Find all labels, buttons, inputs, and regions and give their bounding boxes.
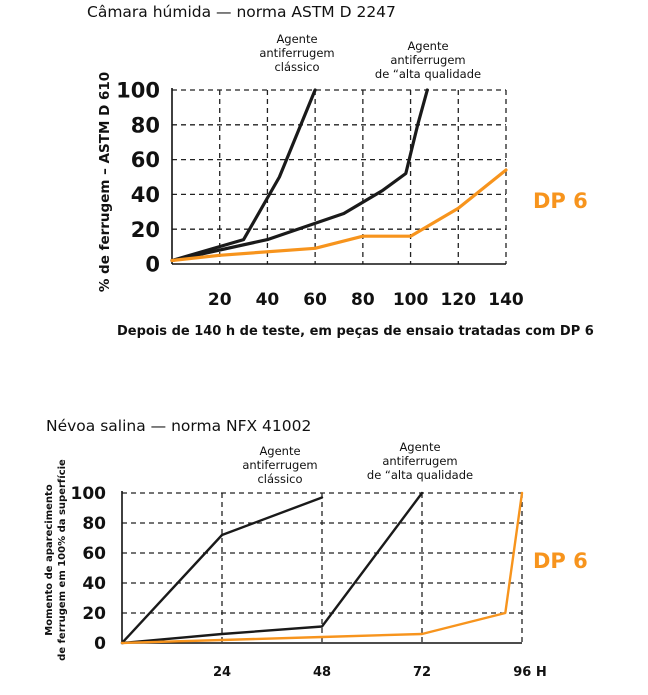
chart1-y-tick-labels: 100 80 60 40 20 0 — [116, 79, 160, 277]
c2-x-tick-96: 96 H — [513, 665, 547, 680]
c2-series-label-line-0-2: clássico — [257, 472, 302, 486]
c2-series-label-line-1-1: antiferrugem — [382, 454, 457, 468]
c1-series-label-line-0-0: Agente — [276, 32, 317, 46]
c1-y-tick-80: 80 — [131, 113, 160, 137]
c1-x-tick-120: 120 — [441, 290, 477, 310]
c2-x-tick-24: 24 — [213, 665, 231, 680]
c1-x-tick-80: 80 — [351, 290, 375, 310]
chart1-axes — [171, 88, 506, 265]
chart2-x-tick-labels: 24 48 72 96 H — [213, 665, 547, 680]
c1-x-tick-40: 40 — [256, 290, 280, 310]
c1-series-label-line-0-2: clássico — [274, 60, 319, 74]
c1-series-label-line-1-2: de “alta qualidade — [375, 67, 481, 81]
chart1-series — [170, 88, 508, 263]
chart1-series-label-dp6: DP 6 — [533, 189, 588, 213]
c2-y-tick-20: 20 — [82, 604, 106, 624]
c1-y-tick-40: 40 — [131, 183, 160, 207]
c1-x-tick-20: 20 — [208, 290, 232, 310]
c1-y-tick-0: 0 — [145, 253, 160, 277]
c2-y-tick-80: 80 — [82, 514, 106, 534]
c2-series-label-line-1-2: de “alta qualidade — [367, 468, 473, 482]
c2-series-line-2 — [120, 491, 524, 645]
chart2-series — [120, 491, 524, 645]
c1-series-label-line-0-1: antiferrugem — [259, 46, 334, 60]
c2-y-tick-0: 0 — [94, 634, 106, 654]
c1-series-label-line-1-1: antiferrugem — [390, 53, 465, 67]
c2-x-tick-72: 72 — [413, 665, 431, 680]
chart1-footnote: Depois de 140 h de teste, em peças de en… — [117, 324, 594, 339]
c1-x-tick-140: 140 — [488, 290, 524, 310]
c2-series-label-line-0-1: antiferrugem — [242, 458, 317, 472]
c2-series-label-line-1-0: Agente — [399, 440, 440, 454]
chart1-x-tick-labels: 20 40 60 80 100 120 140 — [208, 290, 524, 310]
chart1-y-axis-label: % de ferrugem – ASTM D 610 — [97, 72, 113, 292]
chart2-series-label-dp6: DP 6 — [533, 549, 588, 573]
chart2-title: Névoa salina — norma NFX 41002 — [46, 417, 311, 435]
chart2-y-axis-label-line-0: Momento de aparecimento — [44, 484, 55, 636]
c2-y-tick-60: 60 — [82, 544, 106, 564]
c1-x-tick-100: 100 — [393, 290, 429, 310]
chart2-y-axis-label-line-1: de ferrugem em 100% da superfície — [56, 459, 68, 661]
c2-y-tick-40: 40 — [82, 574, 106, 594]
c2-x-tick-48: 48 — [313, 665, 331, 680]
c1-y-tick-20: 20 — [131, 218, 160, 242]
chart1-gridlines — [172, 89, 507, 264]
chart2-axes — [121, 491, 522, 644]
chart-humid-chamber: Câmara húmida — norma ASTM D 2247 % de f… — [87, 3, 594, 339]
chart2-gridlines — [122, 492, 523, 643]
c1-series-label-line-1-0: Agente — [407, 39, 448, 53]
c2-series-label-line-0-0: Agente — [259, 444, 300, 458]
chart-salt-spray: Névoa salina — norma NFX 41002 Momento d… — [44, 417, 588, 680]
c1-x-tick-60: 60 — [303, 290, 327, 310]
c1-series-line-0 — [170, 88, 317, 263]
c1-y-tick-60: 60 — [131, 148, 160, 172]
c2-series-line-1 — [120, 491, 424, 645]
c2-y-tick-100: 100 — [71, 484, 107, 504]
chart2-y-axis-label: Momento de aparecimento de ferrugem em 10… — [44, 459, 68, 661]
chart1-title: Câmara húmida — norma ASTM D 2247 — [87, 3, 396, 21]
c1-y-tick-100: 100 — [116, 79, 160, 103]
chart2-y-tick-labels: 100 80 60 40 20 0 — [71, 484, 107, 654]
